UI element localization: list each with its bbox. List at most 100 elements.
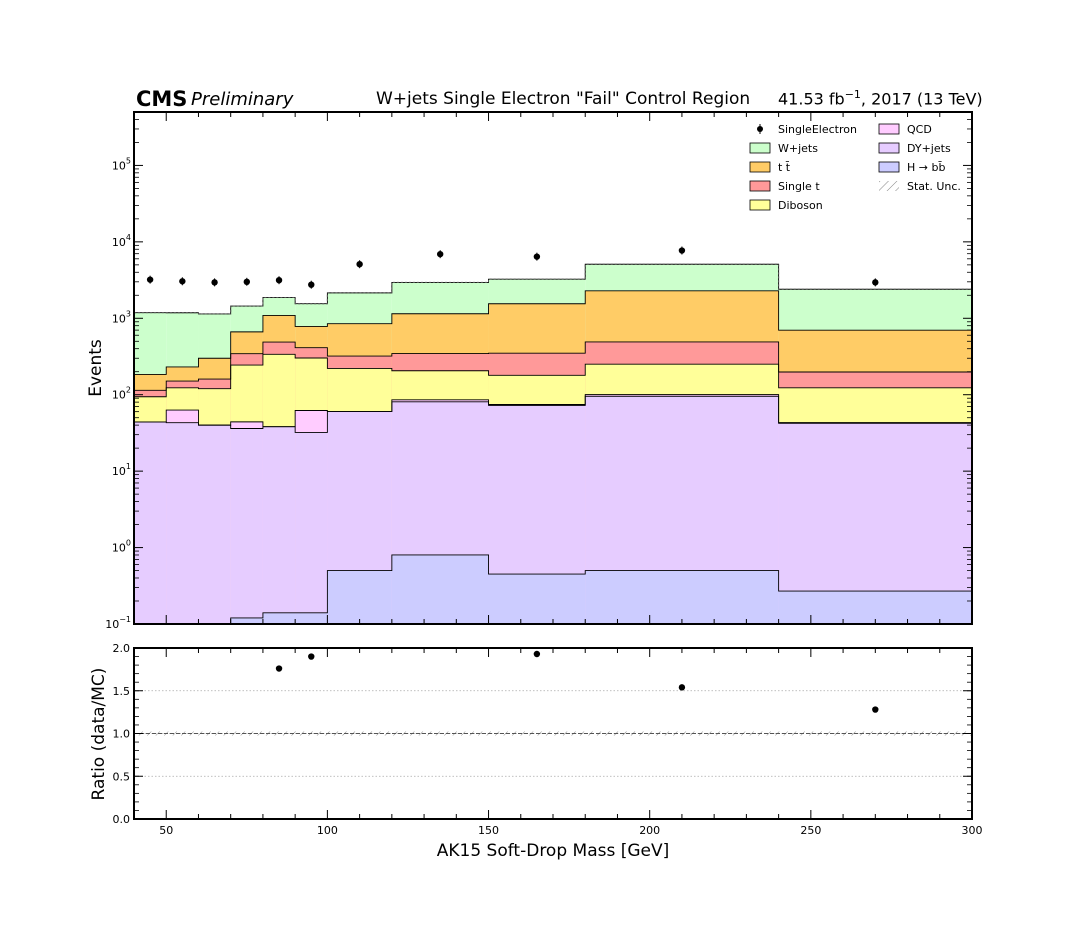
x-tick-label: 150: [478, 824, 499, 837]
main-plot-panel: 10−1 100 101 102 103 104 105 Events: [86, 111, 973, 631]
ratio-points: [275, 650, 879, 713]
y-tick-label: 101: [112, 462, 131, 478]
data-point: [243, 278, 251, 286]
legend-label: Single t: [778, 180, 820, 193]
data-point: [356, 261, 363, 268]
series-h-bb: [230, 554, 972, 624]
main-y-axis: 10−1 100 101 102 103 104 105: [105, 112, 973, 631]
legend-label: DY+jets: [907, 142, 951, 155]
legend-swatch: [878, 123, 900, 135]
y-tick-label: 105: [112, 156, 131, 172]
histogram-bar: [166, 422, 199, 624]
lumi-exponent: −1: [844, 88, 861, 101]
data-point: [678, 247, 686, 254]
plot-title: W+jets Single Electron "Fail" Control Re…: [376, 89, 751, 109]
legend-swatch: [749, 199, 771, 211]
stacked-histogram: [134, 263, 972, 624]
legend-swatch: [879, 181, 899, 191]
legend-marker: [757, 126, 763, 132]
data-point: [179, 278, 186, 285]
histogram-bar: [295, 432, 328, 624]
legend-swatch: [749, 180, 771, 192]
status-label: Preliminary: [191, 89, 294, 110]
legend-entry: SingleElectron: [757, 123, 857, 136]
legend-label: H → bb̄: [907, 161, 945, 174]
series-outline: [134, 341, 972, 391]
histogram-bar: [778, 423, 972, 624]
data-point: [275, 277, 283, 284]
ratio-point: [308, 653, 315, 660]
stat-unc-band: [134, 263, 972, 315]
histogram-bar: [295, 612, 328, 624]
lumi-value: 41.53 fb: [778, 89, 845, 109]
legend-entry: W+jets: [749, 142, 818, 155]
legend-swatch: [878, 142, 900, 154]
y-axis-label: Events: [86, 339, 106, 397]
x-tick-label: 250: [800, 824, 821, 837]
x-tick-label: 50: [159, 824, 173, 837]
series-outline: [230, 554, 972, 624]
ratio-unc-band: [134, 731, 972, 736]
histogram-bar: [198, 425, 231, 624]
data-point: [533, 253, 541, 260]
data-point: [211, 279, 218, 286]
legend: SingleElectron W+jets t t̄ Single t Diboson Q…: [749, 123, 961, 212]
legend-label: Stat. Unc.: [907, 180, 961, 193]
histogram-bar: [262, 426, 296, 624]
data-point: [146, 276, 154, 283]
legend-label: SingleElectron: [778, 123, 857, 136]
histogram-bar: [327, 570, 392, 624]
series-outline: [134, 290, 972, 375]
ratio-axes: 0.0 0.5 1.0 1.5 2.0 50 100 150 200 250 300 AK15 Sof…: [89, 642, 983, 861]
legend-entry: QCD: [878, 123, 932, 136]
ratio-point: [872, 706, 879, 713]
legend-entry: t t̄: [749, 161, 791, 174]
experiment-label: CMS: [136, 87, 188, 111]
legend-entry: H → bb̄: [878, 161, 945, 174]
histogram-bar: [488, 574, 586, 624]
ratio-point: [275, 665, 283, 672]
series-outline: [134, 394, 972, 428]
histogram-outlines: [134, 263, 972, 624]
x-tick-label: 200: [639, 824, 660, 837]
legend-swatch: [878, 161, 900, 173]
histogram-bar: [134, 421, 167, 624]
legend-label: t t̄: [778, 161, 791, 174]
ratio-point: [533, 650, 541, 658]
histogram-bar: [585, 570, 779, 624]
series-outline: [134, 353, 972, 398]
x-tick-label: 300: [962, 824, 983, 837]
legend-label: Diboson: [778, 199, 823, 212]
ratio-grid: [134, 690, 972, 777]
x-tick-label: 100: [317, 824, 338, 837]
data-point: [308, 281, 315, 288]
y-tick-label: 1.5: [113, 685, 131, 698]
legend-swatch: [749, 142, 771, 154]
legend-entry: Stat. Unc.: [879, 180, 961, 193]
lumi-suffix: , 2017 (13 TeV): [860, 89, 983, 109]
histogram-bar: [230, 617, 263, 624]
y-tick-label: 104: [112, 233, 131, 249]
y-tick-label: 2.0: [113, 642, 131, 655]
histogram-bar: [230, 428, 263, 624]
data-point: [436, 250, 444, 258]
y-tick-label: 100: [112, 539, 131, 555]
legend-swatch: [749, 161, 771, 173]
y-tick-label: 103: [112, 309, 131, 325]
y-tick-label: 0.5: [113, 770, 131, 783]
legend-entry: Diboson: [749, 199, 823, 212]
ratio-point: [678, 684, 686, 691]
data-point: [872, 279, 879, 286]
legend-entry: Single t: [749, 180, 820, 193]
y-tick-label: 1.0: [113, 728, 131, 741]
ratio-plot-panel: 0.0 0.5 1.0 1.5 2.0 50 100 150 200 250 300 AK15 Sof…: [89, 642, 983, 861]
data-points: [146, 246, 879, 289]
x-axis-label: AK15 Soft-Drop Mass [GeV]: [437, 841, 670, 861]
histogram-bar: [262, 612, 296, 624]
y-tick-label: 0.0: [113, 813, 131, 826]
histogram-bar: [778, 591, 972, 624]
y-axis-label: Ratio (data/MC): [89, 668, 109, 801]
histogram-bar: [391, 554, 489, 624]
legend-label: QCD: [907, 123, 932, 136]
